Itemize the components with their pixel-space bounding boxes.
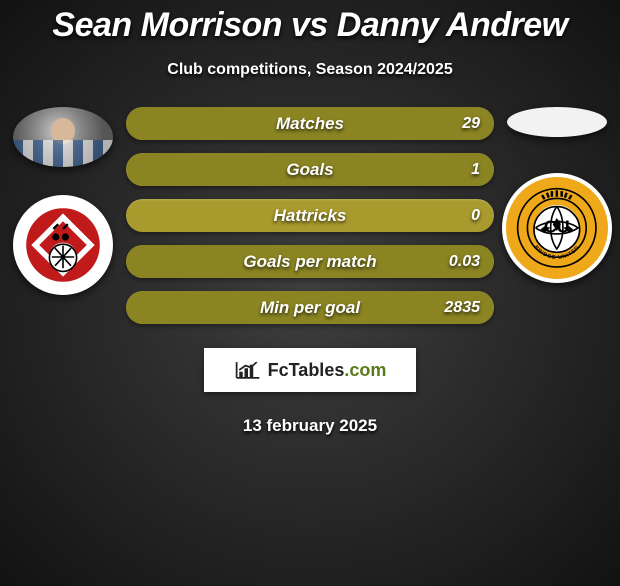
stat-label: Goals per match [126, 252, 494, 272]
stat-right-value: 2835 [444, 299, 480, 317]
stat-label: Goals [126, 160, 494, 180]
stat-right-value: 29 [462, 115, 480, 133]
brand-logo: FcTables.com [204, 348, 416, 392]
subtitle: Club competitions, Season 2024/2025 [0, 61, 620, 79]
stat-bar: Min per goal2835 [126, 291, 494, 324]
stat-label: Matches [126, 114, 494, 134]
brand-text: FcTables.com [268, 360, 387, 381]
right-player-photo-placeholder [507, 107, 607, 137]
stat-right-value: 0 [471, 207, 480, 225]
left-player-photo [13, 107, 113, 167]
stat-bars: Matches29 Goals1 Hattricks0 Goals per match… [120, 107, 500, 324]
stat-label: Hattricks [126, 206, 494, 226]
snapshot-date: 13 february 2025 [0, 416, 620, 436]
chart-icon [234, 359, 262, 381]
stat-bar: Goals1 [126, 153, 494, 186]
stat-right-value: 0.03 [449, 253, 480, 271]
left-player-column [0, 107, 120, 295]
right-player-column: CU BRIDGE UNITED [500, 107, 620, 283]
svg-text:CU: CU [544, 217, 570, 237]
left-club-crest [13, 195, 113, 295]
stat-bar: Goals per match0.03 [126, 245, 494, 278]
stat-label: Min per goal [126, 298, 494, 318]
stat-bar: Matches29 [126, 107, 494, 140]
stat-bar: Hattricks0 [126, 199, 494, 232]
brand-name: FcTables [268, 360, 345, 380]
page-title: Sean Morrison vs Danny Andrew [0, 6, 620, 45]
stat-right-value: 1 [471, 161, 480, 179]
right-club-crest: CU BRIDGE UNITED [502, 173, 612, 283]
brand-tld: .com [344, 360, 386, 380]
comparison-row: Matches29 Goals1 Hattricks0 Goals per match… [0, 107, 620, 324]
